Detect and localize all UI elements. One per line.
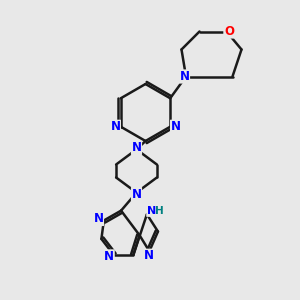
Text: N: N xyxy=(131,188,142,201)
Text: N: N xyxy=(144,249,154,262)
Text: N: N xyxy=(104,250,114,263)
Text: N: N xyxy=(179,70,190,83)
Text: N: N xyxy=(94,212,103,226)
Text: N: N xyxy=(147,206,156,216)
Text: O: O xyxy=(224,25,234,38)
Text: N: N xyxy=(171,120,181,133)
Text: N: N xyxy=(110,120,120,133)
Text: N: N xyxy=(131,141,142,154)
Text: H: H xyxy=(155,206,164,216)
